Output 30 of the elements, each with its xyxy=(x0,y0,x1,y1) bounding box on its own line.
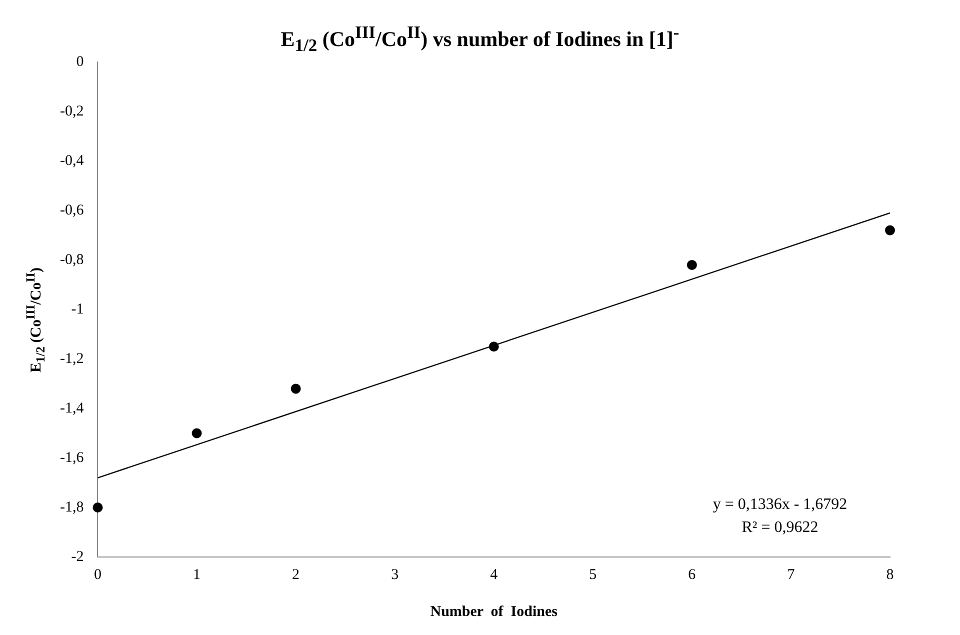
point xyxy=(686,260,697,270)
annotation: R² = 0,9622 xyxy=(742,519,818,536)
x-tick-label: 7 xyxy=(787,566,796,583)
y-tick-label: -1,2 xyxy=(60,350,84,367)
point xyxy=(92,502,103,512)
chart-title: E$_{1/2}$ (Co$^{III}$/Co$^{II}$) vs number of Iodines in [1]$^{-}$ xyxy=(280,22,680,56)
point xyxy=(488,342,499,352)
y-tick-label: 0 xyxy=(76,54,84,70)
y-tick-label: -0,2 xyxy=(60,103,84,120)
point xyxy=(885,225,895,236)
y-tick-label: -0,4 xyxy=(60,152,84,169)
y-tick-label: -1,4 xyxy=(60,400,84,416)
annotation: y = 0,1336x - 1,6792 xyxy=(712,496,848,513)
y-tick-label: -1,6 xyxy=(60,450,84,466)
point xyxy=(290,384,301,394)
x-axis-title: Number of Iodines xyxy=(430,604,558,620)
y-tick-label: -0,8 xyxy=(60,252,84,268)
y-tick-label: -0,6 xyxy=(60,202,84,218)
y-tick-label: -1 xyxy=(71,301,84,318)
x-tick-label: 0 xyxy=(94,566,102,583)
y-tick-label: -2 xyxy=(71,548,84,565)
point xyxy=(192,428,202,438)
x-tick-label: 8 xyxy=(886,566,894,583)
x-tick-label: 6 xyxy=(688,566,696,583)
x-tick-label: 3 xyxy=(391,566,399,583)
x-tick-label: 2 xyxy=(292,566,300,583)
x-tick-label: 4 xyxy=(490,566,498,583)
y-tick-label: -1,8 xyxy=(60,499,84,516)
x-tick-label: 5 xyxy=(589,566,597,583)
x-tick-label: 1 xyxy=(193,566,201,583)
